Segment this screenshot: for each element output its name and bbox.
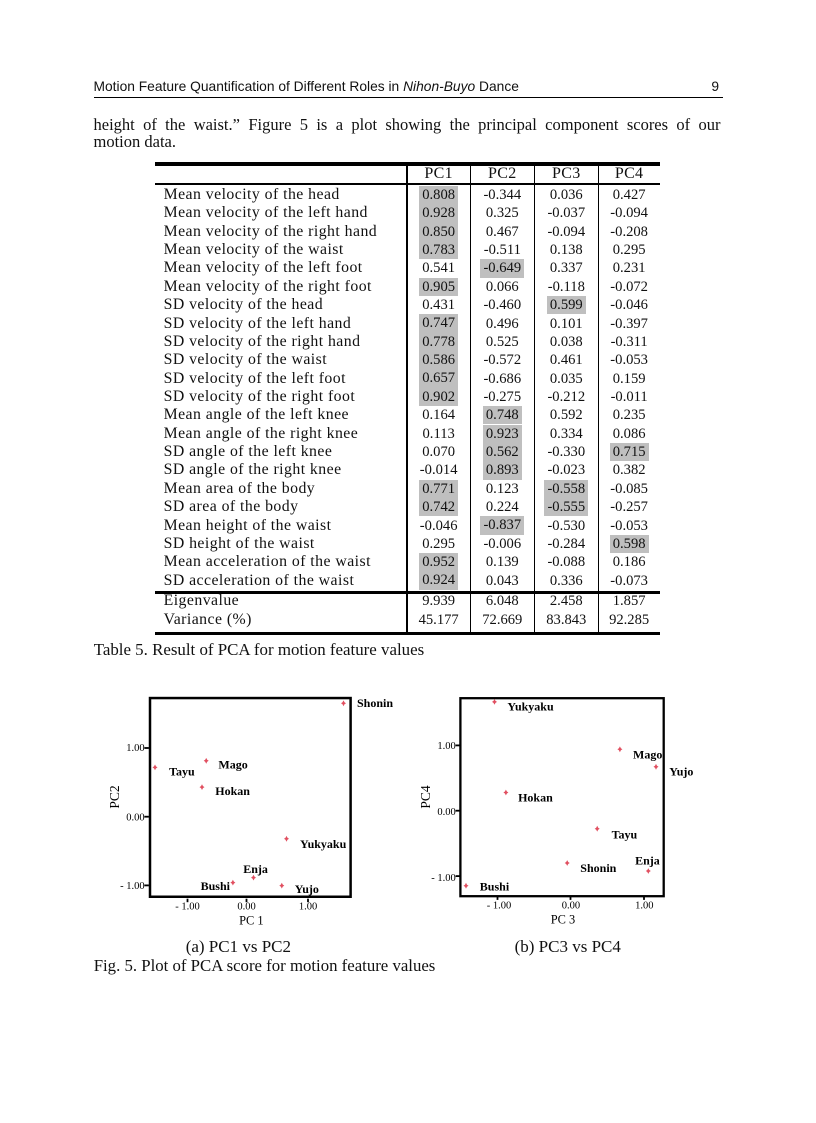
svg-text:- 1.00: - 1.00	[120, 881, 145, 892]
svg-text:Tayu: Tayu	[169, 764, 195, 778]
svg-text:Yukyaku: Yukyaku	[507, 699, 554, 713]
svg-text:1.00: 1.00	[126, 743, 144, 754]
svg-text:0.00: 0.00	[562, 901, 580, 912]
svg-text:0.00: 0.00	[437, 807, 455, 818]
svg-text:- 1.00: - 1.00	[175, 901, 200, 912]
svg-text:- 1.00: - 1.00	[487, 901, 512, 912]
svg-text:- 1.00: - 1.00	[431, 873, 456, 884]
svg-text:Mago: Mago	[218, 757, 247, 771]
svg-text:0.00: 0.00	[237, 901, 255, 912]
svg-text:PC 1: PC 1	[239, 914, 263, 928]
svg-text:Yujo: Yujo	[669, 765, 693, 779]
svg-text:Enja: Enja	[243, 862, 268, 876]
svg-text:Yukyaku: Yukyaku	[300, 837, 347, 851]
svg-text:Mago: Mago	[633, 748, 662, 762]
svg-text:Shonin: Shonin	[357, 696, 393, 710]
svg-text:1.00: 1.00	[437, 741, 455, 752]
svg-text:PC2: PC2	[107, 785, 122, 808]
svg-text:Tayu: Tayu	[612, 828, 638, 842]
svg-text:Bushi: Bushi	[201, 879, 231, 893]
svg-text:0.00: 0.00	[126, 812, 144, 823]
svg-text:PC 3: PC 3	[551, 912, 575, 926]
svg-text:Bushi: Bushi	[480, 879, 510, 893]
svg-text:Enja: Enja	[635, 854, 660, 868]
svg-text:Hokan: Hokan	[518, 791, 553, 805]
svg-text:1.00: 1.00	[299, 901, 317, 912]
svg-text:Hokan: Hokan	[215, 784, 250, 798]
svg-text:Yujo: Yujo	[295, 882, 319, 896]
svg-text:1.00: 1.00	[635, 901, 653, 912]
svg-text:Shonin: Shonin	[580, 861, 616, 875]
svg-text:PC4: PC4	[418, 785, 433, 809]
